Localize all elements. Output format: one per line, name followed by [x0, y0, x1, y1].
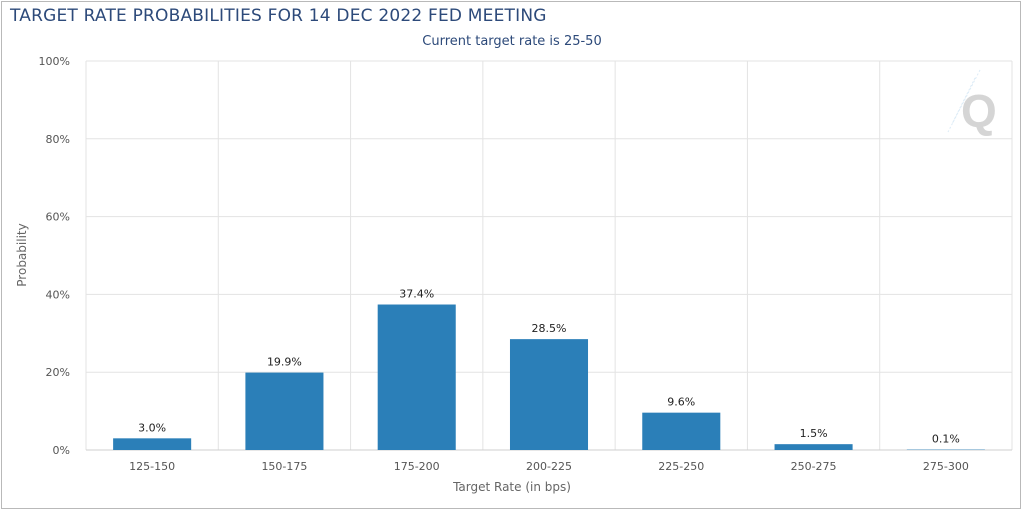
labels-layer: 0% 20% 40% 60% 80% 100% 3.0% 125-150 19.9% 150-17…: [39, 55, 969, 473]
bar-250-275[interactable]: [774, 444, 853, 450]
y-tick-label: 60%: [46, 211, 70, 224]
x-tick-label-175-200: 175-200: [394, 460, 440, 473]
bars-layer: [113, 304, 985, 450]
data-label-275-300: 0.1%: [932, 433, 960, 446]
y-tick-label: 100%: [39, 55, 70, 68]
y-tick-label: 40%: [46, 288, 70, 301]
x-tick-label-225-250: 225-250: [658, 460, 704, 473]
grid-layer: [85, 60, 1013, 451]
bar-125-150[interactable]: [113, 438, 192, 450]
data-label-225-250: 9.6%: [667, 396, 695, 409]
q-logo-icon: Q: [947, 69, 997, 137]
data-label-125-150: 3.0%: [138, 421, 166, 434]
y-tick-label: 0%: [53, 444, 70, 457]
logo-text: Q: [961, 85, 997, 137]
y-tick-label: 20%: [46, 366, 70, 379]
bar-200-225[interactable]: [509, 339, 589, 450]
x-tick-label-275-300: 275-300: [923, 460, 969, 473]
x-tick-label-150-175: 150-175: [261, 460, 307, 473]
data-label-200-225: 28.5%: [532, 322, 567, 335]
x-tick-label-250-275: 250-275: [791, 460, 837, 473]
chart-subtitle: Current target rate is 25-50: [422, 34, 602, 49]
bar-175-200[interactable]: [377, 304, 456, 450]
bar-225-250[interactable]: [642, 412, 721, 450]
data-label-250-275: 1.5%: [800, 427, 828, 440]
bar-150-175[interactable]: [245, 372, 324, 450]
y-tick-label: 80%: [46, 133, 70, 146]
x-axis-title: Target Rate (in bps): [452, 480, 571, 494]
chart-title: TARGET RATE PROBABILITIES FOR 14 DEC 202…: [10, 6, 547, 26]
data-label-175-200: 37.4%: [399, 288, 434, 301]
x-tick-label-125-150: 125-150: [129, 460, 175, 473]
x-tick-label-200-225: 200-225: [526, 460, 572, 473]
data-label-150-175: 19.9%: [267, 356, 302, 369]
y-axis-title: Probability: [15, 223, 29, 286]
